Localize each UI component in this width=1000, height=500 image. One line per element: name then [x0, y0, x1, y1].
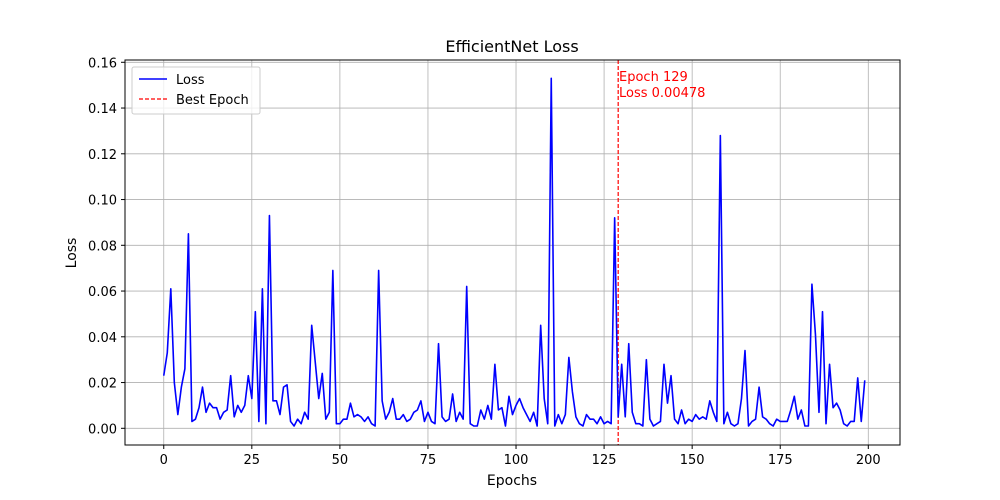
legend-label-loss: Loss [176, 73, 205, 88]
y-axis-label: Loss [64, 238, 80, 269]
x-tick-label: 125 [592, 453, 617, 468]
annotation-loss: Loss 0.00478 [619, 86, 705, 101]
x-axis: 0 25 50 75 100 125 150 175 200 [160, 445, 881, 468]
x-tick-label: 75 [420, 453, 437, 468]
y-tick-label: 0.16 [88, 56, 117, 71]
legend: Loss Best Epoch [131, 66, 261, 115]
x-tick-label: 25 [244, 453, 261, 468]
y-tick-label: 0.00 [88, 422, 117, 437]
x-tick-label: 200 [856, 453, 881, 468]
y-tick-label: 0.08 [88, 239, 117, 254]
y-axis: 0.00 0.02 0.04 0.06 0.08 0.10 0.12 0.14 0.16 [88, 56, 125, 437]
chart-title: EfficientNet Loss [445, 37, 578, 56]
plot-frame [124, 59, 901, 446]
y-tick-label: 0.02 [88, 377, 117, 392]
y-tick-label: 0.06 [88, 285, 117, 300]
x-axis-label: Epochs [487, 473, 537, 489]
y-tick-label: 0.12 [88, 148, 117, 163]
y-tick-label: 0.10 [88, 194, 117, 209]
legend-label-best-epoch: Best Epoch [176, 93, 249, 108]
y-tick-label: 0.14 [88, 102, 117, 117]
grid [125, 60, 900, 445]
loss-series-line [162, 77, 866, 427]
x-tick-label: 100 [504, 453, 529, 468]
x-tick-label: 0 [160, 453, 168, 468]
y-tick-label: 0.04 [88, 331, 117, 346]
annotation-epoch: Epoch 129 [619, 70, 688, 85]
x-tick-label: 175 [768, 453, 793, 468]
series-layer [162, 77, 866, 427]
x-tick-label: 150 [680, 453, 705, 468]
x-tick-label: 50 [332, 453, 349, 468]
